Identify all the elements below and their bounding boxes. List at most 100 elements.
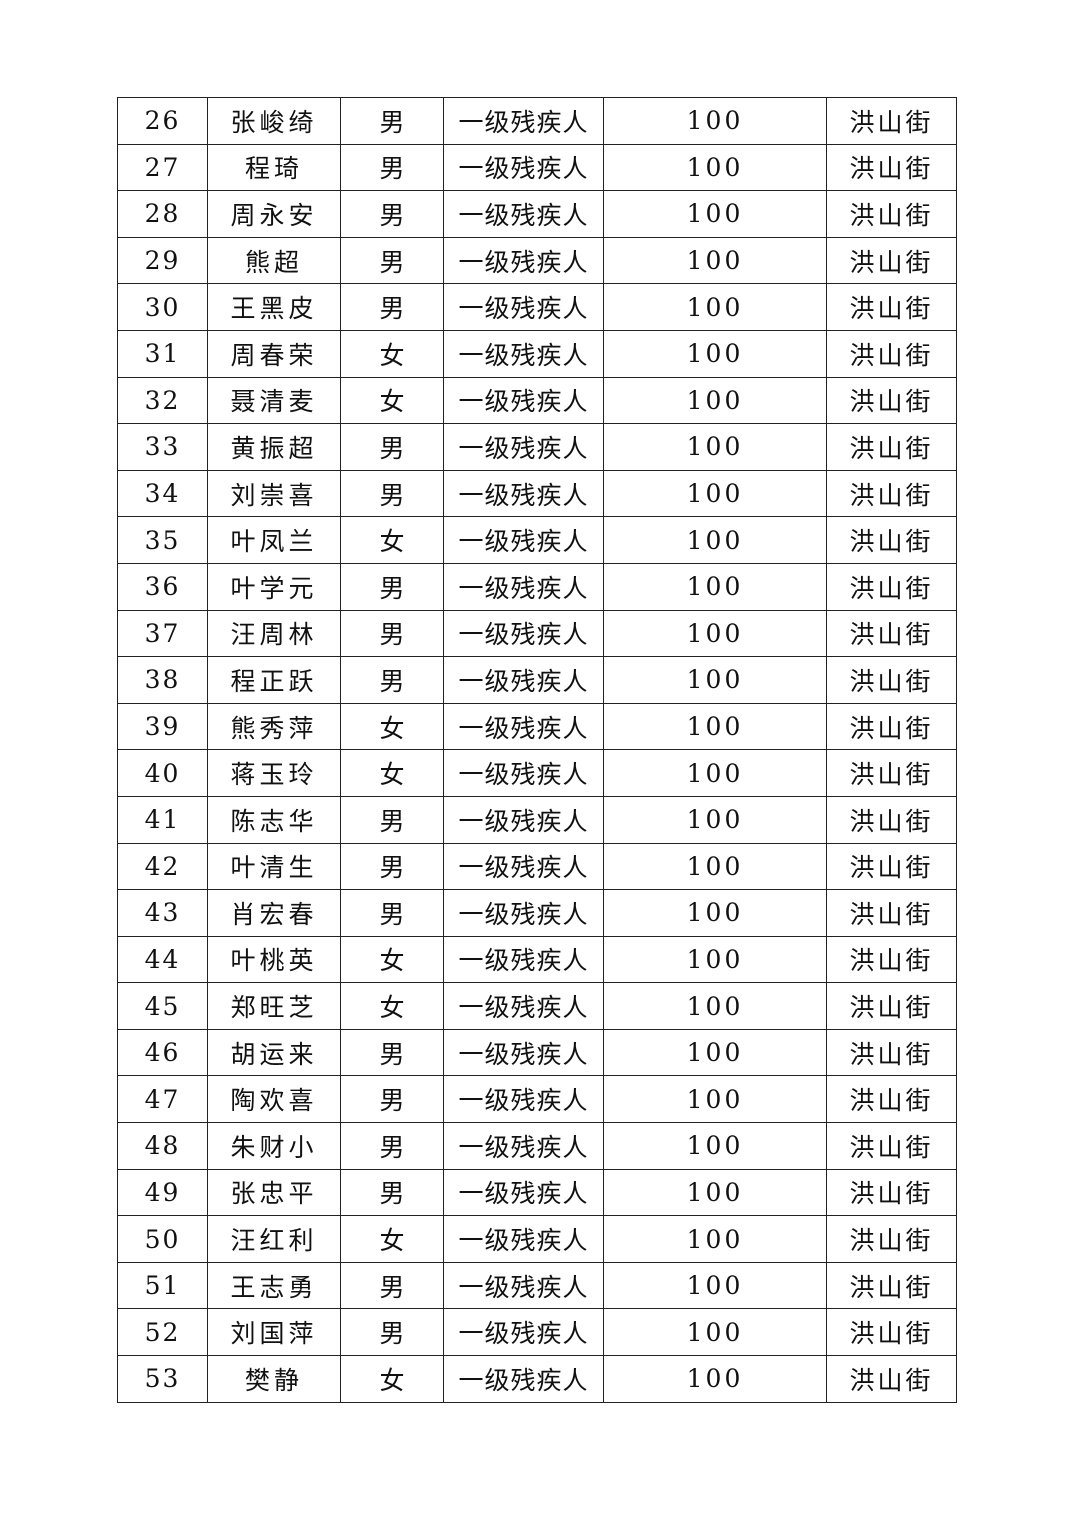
amount-cell: 100: [603, 889, 827, 937]
table-row: 26 张峻绮男一级残疾人 100 洪山街: [117, 97, 957, 145]
row-number-cell: 53: [117, 1355, 208, 1403]
disability-category-cell: 一级残疾人: [443, 609, 604, 658]
table-row: 31 周春荣女一级残疾人 100 洪山街: [117, 329, 957, 378]
gender-cell: 女: [340, 1215, 444, 1263]
location-cell: 洪山街: [826, 562, 957, 611]
disability-category-cell: 一级残疾人: [443, 329, 604, 378]
amount-cell: 100: [603, 1261, 827, 1310]
amount-cell: 100: [603, 702, 827, 751]
amount-cell: 100: [603, 1028, 827, 1077]
location-cell: 洪山街: [826, 376, 957, 425]
disability-category-cell: 一级残疾人: [443, 1355, 604, 1403]
amount-cell: 100: [603, 423, 827, 471]
table-row: 46 胡运来男一级残疾人 100 洪山街: [117, 1028, 957, 1077]
person-name-cell: 王志勇: [207, 1261, 341, 1310]
table-row: 41 陈志华男一级残疾人 100 洪山街: [117, 795, 957, 844]
amount-cell: 100: [603, 1075, 827, 1124]
row-number-cell: 38: [117, 656, 208, 704]
row-number-cell: 36: [117, 562, 208, 611]
disability-category-cell: 一级残疾人: [443, 469, 604, 518]
location-cell: 洪山街: [826, 283, 957, 331]
gender-cell: 男: [340, 1308, 444, 1357]
table-row: 44 叶桃英女一级残疾人 100 洪山街: [117, 935, 957, 984]
location-cell: 洪山街: [826, 423, 957, 471]
gender-cell: 男: [340, 1261, 444, 1310]
amount-cell: 100: [603, 795, 827, 844]
location-cell: 洪山街: [826, 1215, 957, 1263]
person-name-cell: 周永安: [207, 190, 341, 238]
gender-cell: 男: [340, 609, 444, 658]
disability-category-cell: 一级残疾人: [443, 842, 604, 891]
disability-category-cell: 一级残疾人: [443, 1215, 604, 1263]
amount-cell: 100: [603, 1122, 827, 1170]
location-cell: 洪山街: [826, 190, 957, 238]
table-row: 33 黄振超男一级残疾人 100 洪山街: [117, 423, 957, 471]
location-cell: 洪山街: [826, 329, 957, 378]
disability-category-cell: 一级残疾人: [443, 702, 604, 751]
amount-cell: 100: [603, 190, 827, 238]
row-number-cell: 49: [117, 1168, 208, 1217]
location-cell: 洪山街: [826, 702, 957, 751]
table-row: 53 樊静女一级残疾人 100 洪山街: [117, 1355, 957, 1403]
person-name-cell: 肖宏春: [207, 889, 341, 937]
disability-category-cell: 一级残疾人: [443, 423, 604, 471]
table-row: 39 熊秀萍女一级残疾人 100 洪山街: [117, 702, 957, 751]
person-name-cell: 陈志华: [207, 795, 341, 844]
row-number-cell: 47: [117, 1075, 208, 1124]
table-row: 32 聂清麦女一级残疾人 100 洪山街: [117, 376, 957, 425]
person-name-cell: 胡运来: [207, 1028, 341, 1077]
table-row: 47 陶欢喜男一级残疾人 100 洪山街: [117, 1075, 957, 1124]
location-cell: 洪山街: [826, 609, 957, 658]
person-name-cell: 叶桃英: [207, 935, 341, 984]
gender-cell: 男: [340, 795, 444, 844]
table-row: 29 熊超男一级残疾人 100 洪山街: [117, 236, 957, 285]
gender-cell: 男: [340, 1168, 444, 1217]
table-row: 42 叶清生男一级残疾人 100 洪山街: [117, 842, 957, 891]
table-row: 38 程正跃男一级残疾人 100 洪山街: [117, 656, 957, 704]
location-cell: 洪山街: [826, 889, 957, 937]
disability-category-cell: 一级残疾人: [443, 889, 604, 937]
location-cell: 洪山街: [826, 1261, 957, 1310]
amount-cell: 100: [603, 329, 827, 378]
location-cell: 洪山街: [826, 516, 957, 564]
row-number-cell: 52: [117, 1308, 208, 1357]
table-row: 45 郑旺芝女一级残疾人 100 洪山街: [117, 982, 957, 1030]
gender-cell: 女: [340, 516, 444, 564]
table-row: 34 刘崇喜男一级残疾人 100 洪山街: [117, 469, 957, 518]
person-name-cell: 樊静: [207, 1355, 341, 1403]
recipient-table: 26 张峻绮男一级残疾人 100 洪山街 27 程琦男一级残疾人 100 洪山街 28 周永安男一…: [117, 97, 957, 1403]
location-cell: 洪山街: [826, 1355, 957, 1403]
row-number-cell: 37: [117, 609, 208, 658]
person-name-cell: 叶清生: [207, 842, 341, 891]
person-name-cell: 熊秀萍: [207, 702, 341, 751]
row-number-cell: 33: [117, 423, 208, 471]
gender-cell: 男: [340, 190, 444, 238]
gender-cell: 男: [340, 1075, 444, 1124]
table-row: 49 张忠平男一级残疾人 100 洪山街: [117, 1168, 957, 1217]
location-cell: 洪山街: [826, 1075, 957, 1124]
amount-cell: 100: [603, 1168, 827, 1217]
table-row: 52 刘国萍男一级残疾人 100 洪山街: [117, 1308, 957, 1357]
amount-cell: 100: [603, 749, 827, 797]
gender-cell: 男: [340, 889, 444, 937]
disability-category-cell: 一级残疾人: [443, 795, 604, 844]
row-number-cell: 35: [117, 516, 208, 564]
row-number-cell: 32: [117, 376, 208, 425]
disability-category-cell: 一级残疾人: [443, 1261, 604, 1310]
person-name-cell: 聂清麦: [207, 376, 341, 425]
person-name-cell: 程正跃: [207, 656, 341, 704]
disability-category-cell: 一级残疾人: [443, 562, 604, 611]
gender-cell: 女: [340, 982, 444, 1030]
location-cell: 洪山街: [826, 97, 957, 145]
amount-cell: 100: [603, 376, 827, 425]
gender-cell: 男: [340, 656, 444, 704]
table-body: 26 张峻绮男一级残疾人 100 洪山街 27 程琦男一级残疾人 100 洪山街 28 周永安男一…: [117, 97, 957, 1403]
person-name-cell: 黄振超: [207, 423, 341, 471]
gender-cell: 女: [340, 376, 444, 425]
person-name-cell: 刘崇喜: [207, 469, 341, 518]
amount-cell: 100: [603, 935, 827, 984]
disability-category-cell: 一级残疾人: [443, 97, 604, 145]
gender-cell: 男: [340, 842, 444, 891]
person-name-cell: 熊超: [207, 236, 341, 285]
row-number-cell: 45: [117, 982, 208, 1030]
